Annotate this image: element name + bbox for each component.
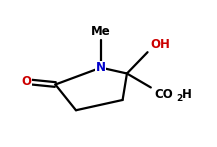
Text: Me: Me	[91, 25, 111, 38]
Text: H: H	[182, 88, 192, 101]
Text: CO: CO	[154, 88, 173, 101]
Text: OH: OH	[151, 38, 171, 51]
Text: O: O	[21, 75, 31, 88]
Text: N: N	[96, 61, 106, 74]
Text: 2: 2	[176, 94, 182, 103]
